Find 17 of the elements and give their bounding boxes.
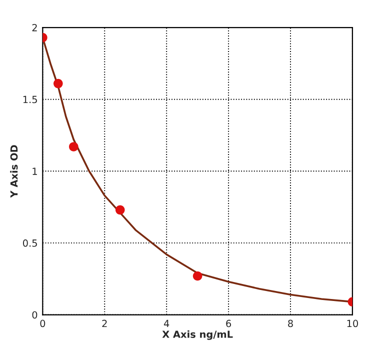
y-axis-title: Y Axis OD [10, 145, 18, 198]
point [53, 78, 63, 88]
y-tick-label: 2 [32, 24, 37, 32]
x-tick-label: 8 [288, 320, 293, 328]
y-tick-label: 0.5 [22, 239, 37, 247]
point [68, 142, 78, 152]
x-tick-label: 2 [102, 320, 107, 328]
point [115, 205, 125, 215]
x-tick-label: 4 [164, 320, 170, 328]
y-tick-label: 1 [32, 168, 37, 175]
x-tick-label: 6 [226, 320, 232, 328]
y-tick-label: 1.5 [23, 96, 37, 104]
y-tick-label: 0 [32, 311, 38, 319]
x-tick-label: 10 [347, 320, 358, 328]
x-axis-title: X Axis ng/mL [162, 330, 233, 340]
point [192, 271, 202, 281]
x-tick-label: 0 [40, 320, 46, 328]
